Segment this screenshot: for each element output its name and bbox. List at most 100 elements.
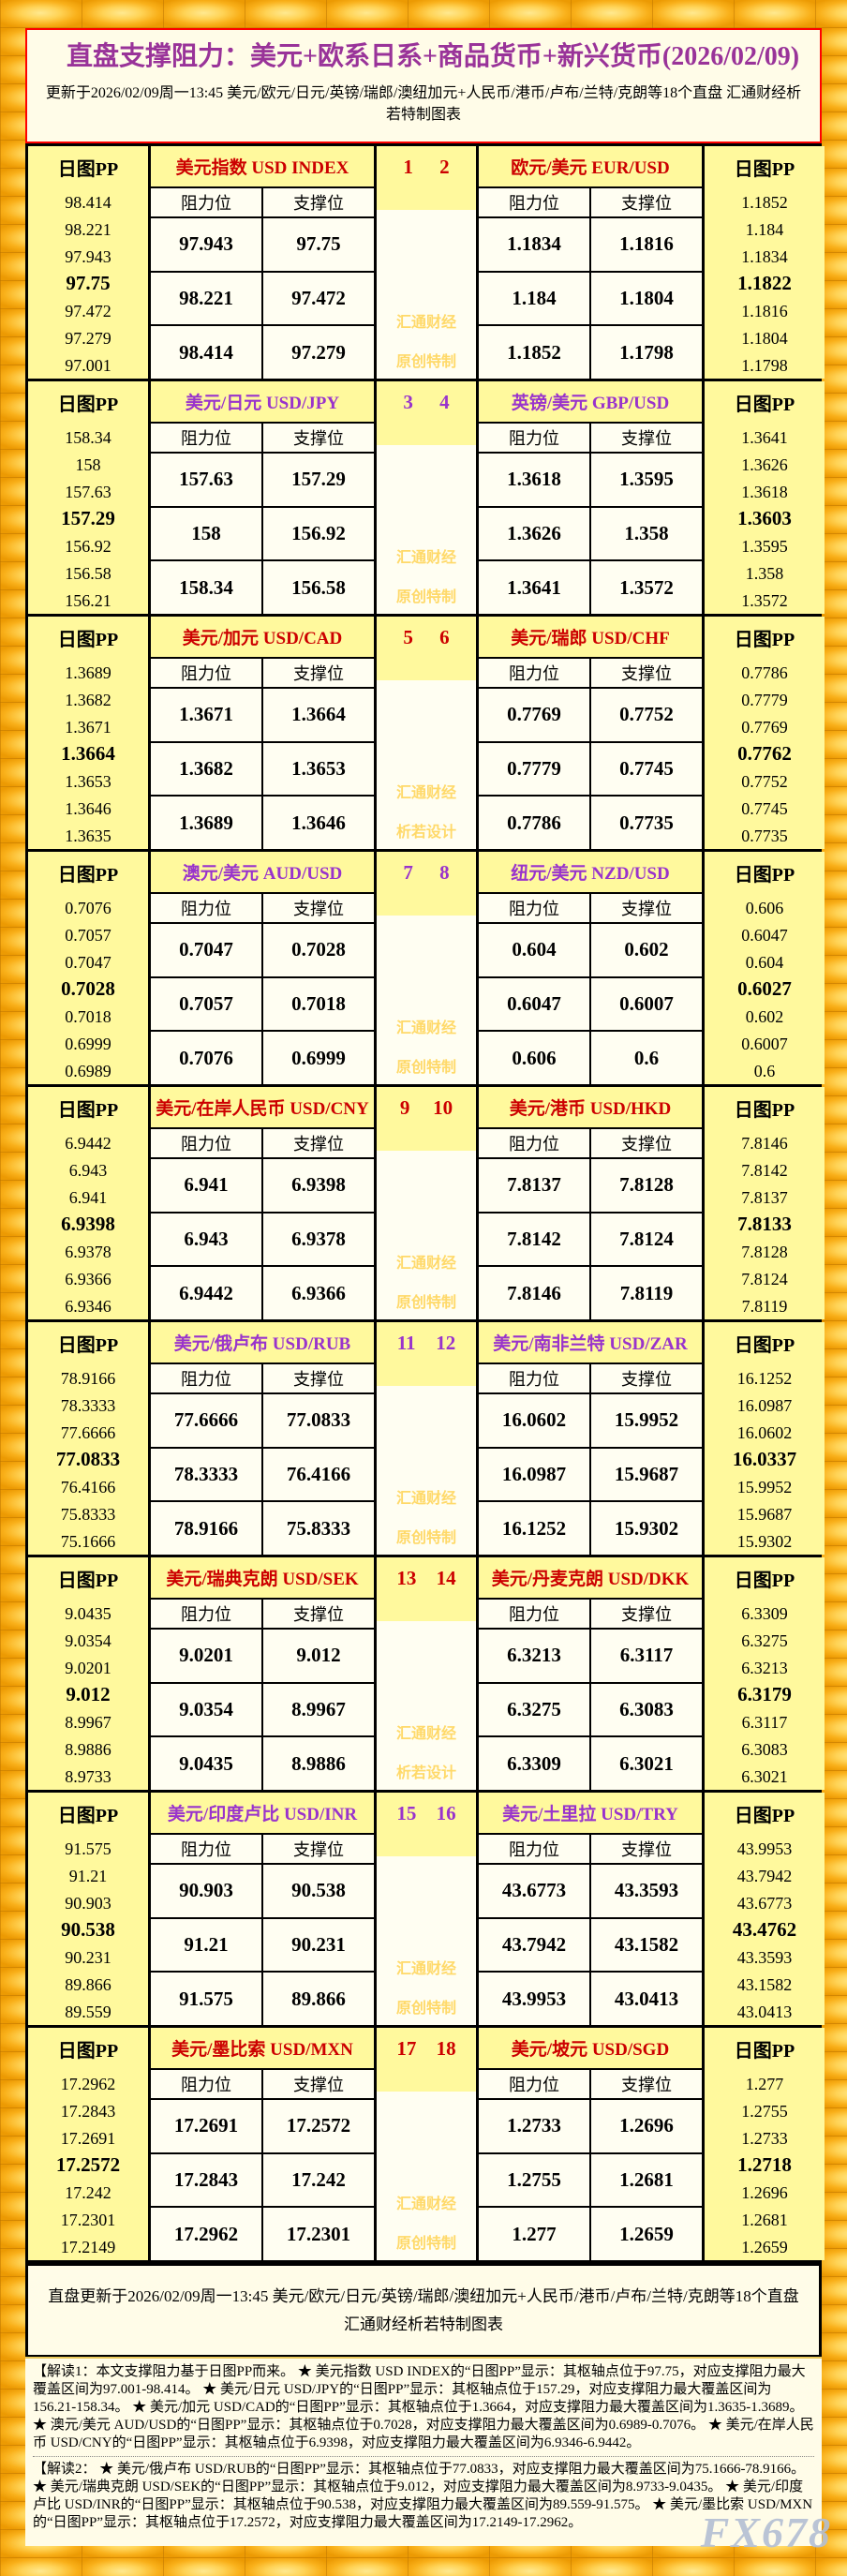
pair-title: 美元/加元 USD/CAD	[151, 617, 374, 659]
site-watermark-line1: 汇通财经	[395, 315, 456, 331]
support-label: 支撑位	[293, 1605, 344, 1624]
rs-row: 7.8146 7.8119	[479, 1265, 702, 1320]
rs-row: 7.8137 7.8128	[479, 1159, 702, 1212]
pp-value: 15.9302	[736, 1531, 793, 1551]
pp-value: 97.943	[65, 246, 111, 266]
resistance-cell: 1.3626	[479, 507, 591, 560]
pp-value: 0.7745	[741, 798, 788, 818]
pp-value: 8.9733	[65, 1766, 111, 1786]
pp-value: 17.2962	[60, 2074, 116, 2093]
pp-value: 1.3635	[65, 826, 111, 845]
pp-value: 0.6999	[65, 1034, 111, 1053]
resistance-cell: 1.2755	[479, 2153, 591, 2207]
pp-values: 1.1852 1.184 1.1834 1.1822 1.1816 1.1804 1.179…	[705, 188, 825, 379]
rs-row: 78.3333 76.4166	[151, 1446, 374, 1501]
resistance-cell: 98.414	[151, 326, 263, 380]
section-index-header: 13 14	[377, 1557, 476, 1621]
support-label: 支撑位	[621, 429, 672, 448]
pp-values: 98.414 98.221 97.943 97.75 97.472 97.279 97.00…	[28, 188, 148, 379]
resistance-cell: 1.1834	[479, 218, 591, 271]
currency-section-9: 日图PP 17.2962 17.2843 17.2691 17.2572 17.242 17…	[28, 2028, 825, 2263]
support-cell: 1.2659	[619, 2222, 674, 2245]
footer-summary: 直盘更新于2026/02/09周一13:45 美元/欧元/日元/英镑/瑞郎/澳纽…	[28, 2263, 819, 2355]
resistance-cell: 1.3618	[479, 454, 591, 506]
rs-row: 9.0354 8.9967	[151, 1681, 374, 1736]
page-title: 直盘支撑阻力：美元+欧系日系+商品货币+新兴货币(2026/02/09)	[67, 42, 800, 71]
rs-subheader: 阻力位 支撑位	[479, 188, 702, 218]
resistance-cell: 6.9442	[151, 1267, 263, 1320]
left-pair-table: 美元指数 USD INDEX 阻力位 支撑位 97.943 97.75 98.221 97.…	[148, 146, 377, 380]
resistance-cell: 78.3333	[151, 1448, 263, 1501]
rs-row: 17.2962 17.2301	[151, 2206, 374, 2261]
pp-value: 8.9967	[65, 1712, 111, 1732]
pp-value: 0.604	[745, 952, 784, 972]
site-watermark: 汇通财经 原创特制	[377, 1468, 476, 1547]
section-index-column: 15 16 汇通财经 原创特制	[377, 1793, 476, 2025]
rs-row: 0.7786 0.7735	[479, 795, 702, 850]
section-index-body: 汇通财经 原创特制	[377, 1386, 476, 1555]
support-cell: 7.8124	[619, 1228, 674, 1250]
pp-values: 1.3641 1.3626 1.3618 1.3603 1.3595 1.358 1.357…	[705, 424, 825, 614]
pp-value: 1.1834	[741, 246, 788, 266]
left-pair-table: 美元/瑞典克朗 USD/SEK 阻力位 支撑位 9.0201 9.012 9.0354 8.…	[148, 1557, 377, 1791]
pp-value: 9.0201	[65, 1658, 111, 1677]
site-watermark-line1: 汇通财经	[395, 1726, 456, 1742]
pp-value: 1.3572	[741, 590, 788, 610]
support-label: 支撑位	[293, 2076, 344, 2094]
left-pair-table: 美元/印度卢比 USD/INR 阻力位 支撑位 90.903 90.538 91.21 90…	[148, 1793, 377, 2026]
support-cell: 1.3653	[291, 757, 346, 780]
index-number-left: 5	[403, 626, 413, 648]
pivot-value: 0.7762	[737, 742, 792, 765]
pp-value: 16.1252	[736, 1368, 793, 1388]
currency-section-2: 日图PP 158.34 158 157.63 157.29 156.92 156.58 156…	[28, 381, 825, 617]
pivot-table: 日图PP 98.414 98.221 97.943 97.75 97.472 97.279 9…	[25, 143, 825, 2357]
resistance-cell: 1.3641	[479, 561, 591, 615]
resistance-label: 阻力位	[151, 188, 263, 216]
rs-row: 1.2755 1.2681	[479, 2152, 702, 2207]
pp-value: 158	[75, 454, 101, 474]
resistance-label: 阻力位	[151, 1364, 263, 1392]
left-pp-column: 日图PP 91.575 91.21 90.903 90.538 90.231 89.866 8…	[28, 1793, 148, 2025]
support-cell: 8.9886	[291, 1751, 346, 1775]
resistance-cell: 1.2733	[479, 2100, 591, 2152]
support-cell: 97.75	[296, 232, 341, 256]
currency-section-8: 日图PP 91.575 91.21 90.903 90.538 90.231 89.866 8…	[28, 1793, 825, 2028]
support-cell: 0.7745	[619, 757, 674, 780]
pp-value: 6.3021	[741, 1766, 788, 1786]
rs-row: 16.1252 15.9302	[479, 1500, 702, 1556]
right-pair-table: 欧元/美元 EUR/USD 阻力位 支撑位 1.1834 1.1816 1.184 1.18…	[476, 146, 705, 380]
resistance-cell: 1.3671	[151, 689, 263, 741]
left-pp-column: 日图PP 9.0435 9.0354 9.0201 9.012 8.9967 8.9886 8…	[28, 1557, 148, 1790]
support-cell: 90.231	[291, 1933, 346, 1956]
index-number-left: 17	[396, 2037, 417, 2060]
pp-value: 97.472	[65, 301, 111, 320]
resistance-cell: 6.941	[151, 1159, 263, 1212]
resistance-cell: 9.0354	[151, 1683, 263, 1736]
pp-header: 日图PP	[734, 1806, 795, 1826]
section-index-body: 汇通财经 原创特制	[377, 1856, 476, 2025]
pp-values: 0.7076 0.7057 0.7047 0.7028 0.7018 0.6999 0.69…	[28, 894, 148, 1084]
update-subtitle: 更新于2026/02/09周一13:45 美元/欧元/日元/英镑/瑞郎/澳纽加元…	[45, 85, 802, 123]
support-label: 支撑位	[293, 1370, 344, 1389]
support-cell: 1.2681	[619, 2168, 674, 2191]
pivot-value: 0.7028	[61, 977, 115, 1000]
currency-section-4: 日图PP 0.7076 0.7057 0.7047 0.7028 0.7018 0.6999…	[28, 852, 825, 1087]
pivot-value: 9.012	[66, 1683, 111, 1705]
pp-value: 1.1816	[741, 301, 788, 320]
pp-value: 1.2681	[741, 2210, 788, 2229]
resistance-cell: 0.7047	[151, 924, 263, 976]
pp-value: 89.559	[65, 2002, 111, 2021]
pp-value: 0.6047	[741, 925, 788, 945]
pp-value: 98.414	[65, 192, 111, 212]
pp-value: 1.358	[745, 563, 784, 583]
pp-value: 7.8124	[741, 1269, 788, 1288]
pp-value: 0.7786	[741, 663, 788, 682]
pp-value: 0.7057	[65, 925, 111, 945]
pp-value: 7.8142	[741, 1160, 788, 1180]
content-panel: 直盘支撑阻力：美元+欧系日系+商品货币+新兴货币(2026/02/09) 更新于…	[25, 28, 825, 2546]
pp-value: 75.8333	[60, 1504, 116, 1524]
pp-header: 日图PP	[734, 865, 795, 886]
rs-row: 157.63 157.29	[151, 454, 374, 506]
